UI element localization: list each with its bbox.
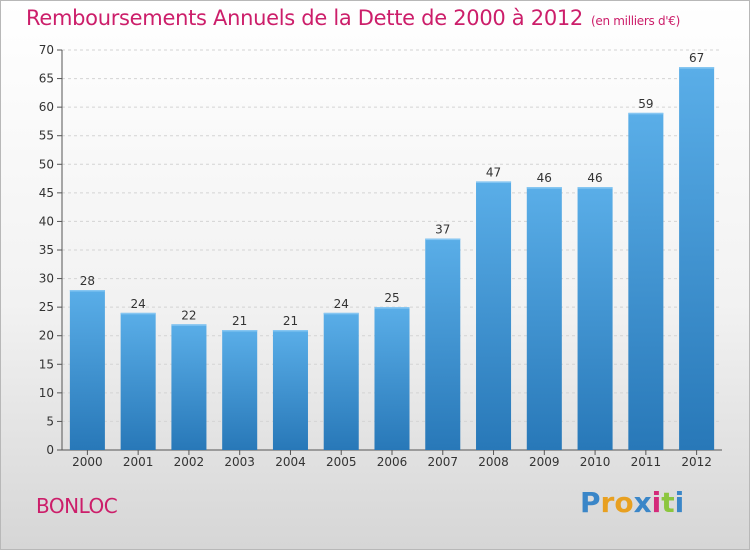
x-tick-label: 2007 xyxy=(427,455,458,469)
y-tick-label: 15 xyxy=(39,357,54,371)
y-tick-label: 10 xyxy=(39,386,54,400)
bar-highlight xyxy=(374,307,410,309)
logo-letter: i xyxy=(674,486,685,519)
bar-highlight xyxy=(476,181,512,183)
y-tick-label: 45 xyxy=(39,186,54,200)
chart-title: Remboursements Annuels de la Dette de 20… xyxy=(26,6,680,30)
bar-highlight xyxy=(120,312,156,315)
x-tick-label: 2011 xyxy=(631,455,662,469)
proxiti-logo: Proxiti xyxy=(580,486,684,519)
y-tick-label: 30 xyxy=(39,272,54,286)
bar-value-label: 67 xyxy=(689,51,704,65)
bar xyxy=(120,312,156,450)
bar xyxy=(628,112,664,450)
logo-letter: P xyxy=(580,486,601,519)
bar-highlight xyxy=(272,330,308,332)
bar xyxy=(374,307,410,450)
y-tick-label: 35 xyxy=(39,243,54,257)
chart-title-text: Remboursements Annuels de la Dette de 20… xyxy=(26,6,583,30)
x-tick-label: 2006 xyxy=(377,455,408,469)
y-tick-label: 25 xyxy=(39,300,54,314)
logo-letter: i xyxy=(651,486,662,519)
bar-value-label: 46 xyxy=(587,171,602,185)
y-tick-label: 50 xyxy=(39,157,54,171)
bar xyxy=(222,330,258,450)
bar xyxy=(425,238,461,450)
bar-value-label: 28 xyxy=(80,274,95,288)
bar-value-label: 37 xyxy=(435,223,450,237)
y-tick-label: 55 xyxy=(39,129,54,143)
x-tick-label: 2001 xyxy=(123,455,154,469)
y-tick-label: 20 xyxy=(39,329,54,343)
bar-highlight xyxy=(628,112,664,115)
x-tick-label: 2003 xyxy=(224,455,255,469)
bar-highlight xyxy=(526,187,562,189)
bar-highlight xyxy=(222,330,258,332)
x-tick-label: 2004 xyxy=(275,455,306,469)
commune-name: BONLOC xyxy=(36,494,118,518)
y-tick-label: 40 xyxy=(39,214,54,228)
y-tick-label: 60 xyxy=(39,100,54,114)
bars xyxy=(69,67,715,451)
bar-highlight xyxy=(577,187,613,189)
bar-highlight xyxy=(425,238,461,241)
bar-value-label: 25 xyxy=(384,291,399,305)
bar xyxy=(272,330,308,450)
bar-value-label: 46 xyxy=(537,171,552,185)
bar-value-label: 47 xyxy=(486,165,501,179)
x-tick-label: 2009 xyxy=(529,455,560,469)
bar-highlight xyxy=(69,290,105,292)
x-tick-label: 2002 xyxy=(174,455,205,469)
labels: 0 5 10 15 20 25 30 35 40 45 50 55 60 65 70 28 2000 24 2001… xyxy=(39,43,712,469)
bar xyxy=(476,181,512,450)
bar-value-label: 24 xyxy=(334,297,349,311)
x-tick-label: 2008 xyxy=(478,455,509,469)
bar xyxy=(679,67,715,451)
y-tick-label: 5 xyxy=(46,414,54,428)
x-tick-label: 2010 xyxy=(580,455,611,469)
bar-highlight xyxy=(171,324,207,326)
y-tick-label: 65 xyxy=(39,72,54,86)
x-tick-label: 2005 xyxy=(326,455,357,469)
bar-value-label: 24 xyxy=(131,297,146,311)
bar xyxy=(69,290,105,450)
bar-highlight xyxy=(679,67,715,69)
logo-letter: r xyxy=(600,486,615,519)
chart-subtitle: (en milliers d'€) xyxy=(591,14,681,28)
x-tick-label: 2012 xyxy=(681,455,712,469)
bar-value-label: 21 xyxy=(283,314,298,328)
logo-letter: x xyxy=(633,486,652,519)
bar xyxy=(577,187,613,450)
bar-value-label: 22 xyxy=(181,308,196,322)
bar-highlight xyxy=(323,312,359,315)
bar-value-label: 21 xyxy=(232,314,247,328)
logo-letter: t xyxy=(661,486,675,519)
x-tick-label: 2000 xyxy=(72,455,103,469)
y-tick-label: 0 xyxy=(46,443,54,457)
bar-value-label: 59 xyxy=(638,97,653,111)
logo-letter: o xyxy=(614,486,634,519)
y-tick-label: 70 xyxy=(39,43,54,57)
bar xyxy=(171,324,207,450)
bar xyxy=(323,312,359,450)
bar xyxy=(526,187,562,450)
